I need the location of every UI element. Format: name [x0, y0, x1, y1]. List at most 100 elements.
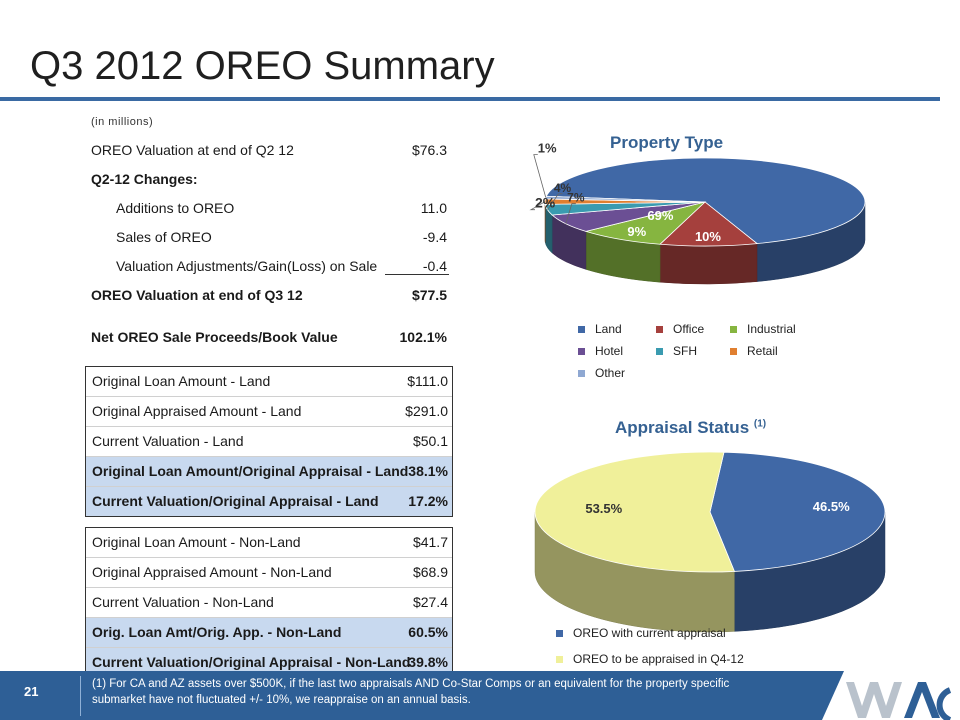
non-land-row: Orig. Loan Amt/Orig. App. - Non-Land 60.… [86, 618, 452, 648]
legend-item: OREO to be appraised in Q4-12 [556, 652, 744, 666]
legend-item: OREO with current appraisal [556, 626, 726, 640]
legend-swatch [578, 370, 585, 378]
summary-row: OREO Valuation at end of Q2 12 $76.3 [85, 136, 451, 165]
row-label: Original Appraised Amount - Non-Land [92, 564, 332, 580]
data-label: 9% [627, 224, 646, 239]
summary-row: OREO Valuation at end of Q3 12 $77.5 [85, 281, 451, 310]
property-type-chart-title: Property Type [610, 133, 724, 152]
legend-swatch [556, 630, 563, 638]
row-label: Net OREO Sale Proceeds/Book Value [91, 329, 338, 345]
data-label: 7% [567, 191, 585, 205]
property-type-legend: Land Office Industrial Hotel SFH Retail Other [578, 322, 838, 386]
row-value: 60.5% [408, 624, 448, 640]
land-row: Current Valuation/Original Appraisal - L… [86, 487, 452, 516]
leader-line [533, 154, 547, 198]
page-number: 21 [24, 684, 39, 699]
pie-slice-industrial [584, 201, 707, 245]
row-label: Original Loan Amount/Original Appraisal … [92, 463, 409, 479]
net-proceeds-row: Net OREO Sale Proceeds/Book Value 102.1% [85, 323, 451, 352]
leader-line [529, 201, 546, 211]
land-row: Original Appraised Amount - Land $291.0 [86, 397, 452, 427]
non-land-row: Original Loan Amount - Non-Land $41.7 [86, 528, 452, 558]
row-value: $41.7 [412, 534, 448, 550]
row-value: 17.2% [408, 493, 448, 509]
land-table: Original Loan Amount - Land $111.0 Origi… [85, 366, 453, 517]
legend-swatch [730, 348, 737, 356]
data-label: 2% [535, 195, 556, 211]
legend-swatch [656, 348, 663, 356]
legend-item: Land [578, 322, 622, 336]
pie-slice-oreo-to-be-appraised-in-q4-12 [534, 451, 735, 573]
row-value: $68.9 [412, 564, 448, 580]
non-land-row: Current Valuation - Non-Land $27.4 [86, 588, 452, 618]
leader-line [565, 203, 576, 224]
page-title: Q3 2012 OREO Summary [30, 44, 495, 88]
row-value: 38.1% [408, 463, 448, 479]
legend-label: OREO with current appraisal [573, 626, 726, 640]
row-label: Original Loan Amount - Land [92, 373, 271, 389]
data-label: 1% [538, 141, 557, 156]
row-value: $291.0 [405, 403, 448, 419]
pie-slice-office [659, 201, 759, 247]
appraisal-status-pie-chart: 46.5% 53.5% [534, 451, 886, 633]
legend-item: Industrial [730, 322, 796, 336]
row-label: Original Appraised Amount - Land [92, 403, 302, 419]
company-logo [800, 671, 960, 720]
row-value: 11.0 [420, 200, 447, 216]
oreo-summary-table: OREO Valuation at end of Q2 12 $76.3 Q2-… [85, 136, 451, 310]
legend-label: Retail [747, 344, 778, 358]
data-label: 4% [554, 181, 572, 195]
legend-label: Office [673, 322, 705, 336]
row-label: Current Valuation/Original Appraisal - L… [92, 493, 379, 509]
summary-row: Q2-12 Changes: [85, 165, 451, 194]
legend-swatch [656, 326, 663, 334]
row-label: Original Loan Amount - Non-Land [92, 534, 301, 550]
appraisal-status-title-text: Appraisal Status [615, 418, 750, 437]
property-type-pie-chart: 69% 10% 9% 7%4%2% 1% [529, 141, 866, 285]
row-label: Current Valuation - Land [92, 433, 244, 449]
appraisal-status-legend: OREO with current appraisal OREO to be ap… [556, 626, 816, 670]
land-row: Original Loan Amount - Land $111.0 [86, 367, 452, 397]
row-label: OREO Valuation at end of Q2 12 [91, 142, 294, 158]
legend-item: Retail [730, 344, 778, 358]
summary-row: Sales of OREO -9.4 [85, 223, 451, 252]
row-label: Orig. Loan Amt/Orig. App. - Non-Land [92, 624, 342, 640]
non-land-table: Original Loan Amount - Non-Land $41.7 Or… [85, 527, 453, 678]
legend-label: Land [595, 322, 622, 336]
summary-row: Valuation Adjustments/Gain(Loss) on Sale… [85, 252, 451, 281]
legend-swatch [578, 348, 585, 356]
row-value: 39.8% [408, 654, 448, 670]
legend-item: Hotel [578, 344, 623, 358]
row-label: Q2-12 Changes: [91, 171, 198, 187]
row-value: $50.1 [412, 433, 448, 449]
row-label: Valuation Adjustments/Gain(Loss) on Sale [116, 258, 378, 274]
footnote: (1) For CA and AZ assets over $500K, if … [92, 678, 730, 706]
leader-line [547, 193, 563, 210]
appraisal-status-title-footnote: (1) [753, 418, 767, 430]
non-land-row: Original Appraised Amount - Non-Land $68… [86, 558, 452, 588]
row-value: 102.1% [399, 329, 447, 345]
row-value: $111.0 [407, 373, 448, 389]
row-value: $27.4 [412, 594, 448, 610]
land-row: Original Loan Amount/Original Appraisal … [86, 457, 452, 487]
row-label: Sales of OREO [116, 229, 212, 245]
units-note: (in millions) [91, 116, 154, 128]
legend-label: Hotel [595, 344, 624, 358]
row-label: Current Valuation - Non-Land [92, 594, 274, 610]
pie-slice-land [545, 157, 866, 245]
net-proceeds-table: Net OREO Sale Proceeds/Book Value 102.1% [85, 323, 451, 352]
pie-slice-side [659, 243, 758, 285]
legend-swatch [730, 326, 737, 334]
legend-item: SFH [656, 344, 697, 358]
row-value: -9.4 [422, 229, 447, 245]
pie-slice-oreo-with-current-appraisal [709, 451, 886, 572]
data-label: 10% [695, 229, 721, 244]
row-value: $77.5 [411, 287, 447, 303]
data-label: 69% [647, 208, 673, 223]
legend-swatch [556, 656, 563, 664]
row-value: $76.3 [411, 142, 447, 158]
legend-label: Other [595, 366, 626, 380]
data-label: 53.5% [585, 501, 622, 516]
land-row: Current Valuation - Land $50.1 [86, 427, 452, 457]
legend-label: SFH [673, 344, 697, 358]
